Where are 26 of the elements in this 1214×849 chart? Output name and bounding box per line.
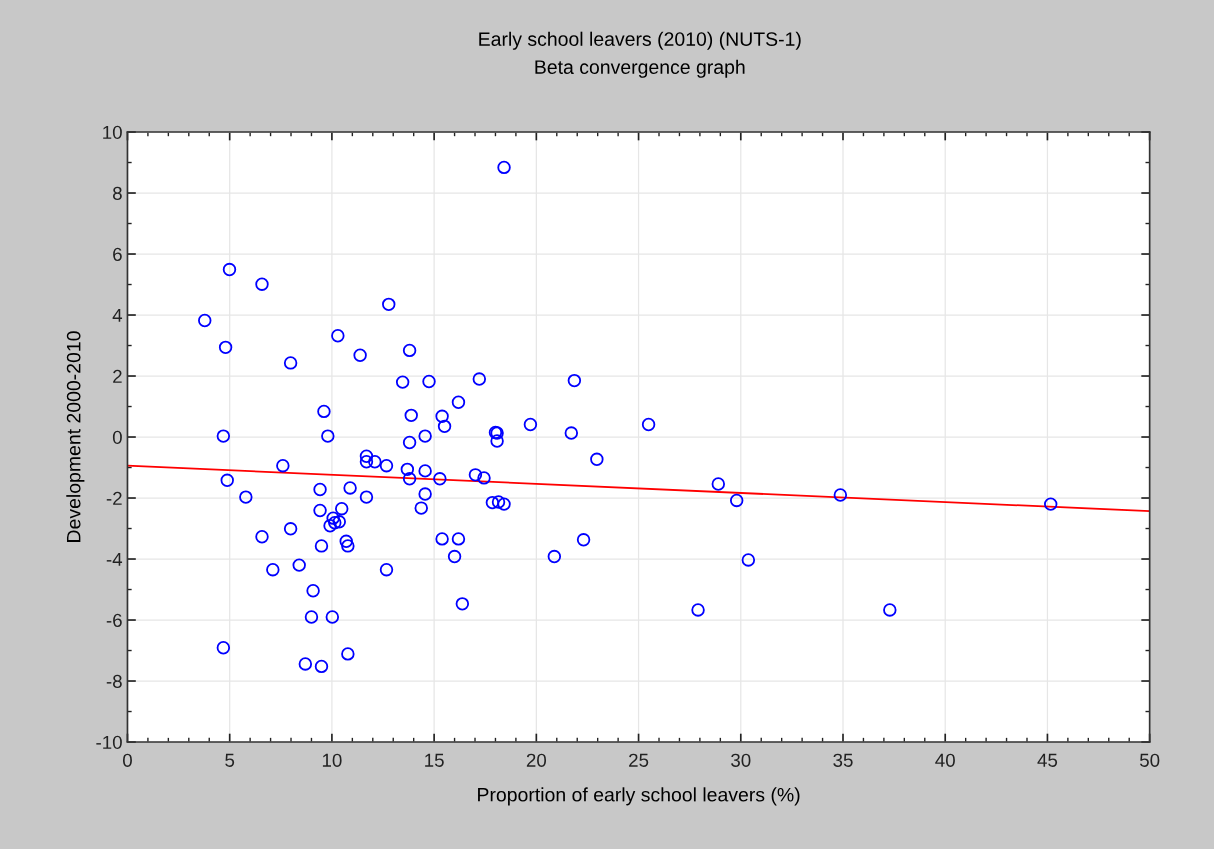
x-tick-label: 20 (526, 753, 547, 767)
y-tick-label: -8 (106, 674, 122, 688)
x-tick-label: 0 (122, 753, 132, 767)
x-tick-label: 50 (1139, 753, 1160, 767)
x-tick-label: 30 (731, 753, 751, 767)
y-tick-label: -4 (106, 552, 123, 566)
chart-subtitle: Beta convergence graph (535, 59, 745, 78)
x-tick-label: 35 (833, 753, 853, 767)
x-axis-title: Proportion of early school leavers (%) (478, 787, 800, 806)
y-tick-label: -10 (96, 735, 122, 749)
y-tick-label: 6 (113, 247, 122, 261)
chart-title: Early school leavers (2010) (NUTS-1) (479, 31, 801, 50)
x-tick-label: 25 (629, 753, 649, 767)
y-tick-label: 0 (112, 430, 122, 444)
y-tick-label: -2 (106, 491, 122, 505)
x-tick-label: 45 (1037, 753, 1058, 767)
y-tick-label: -6 (106, 613, 122, 627)
y-tick-label: 4 (112, 308, 123, 322)
y-tick-label: 10 (103, 125, 122, 139)
x-tick-label: 10 (322, 753, 342, 767)
x-tick-label: 15 (425, 753, 444, 767)
y-tick-label: 2 (113, 369, 122, 383)
x-tick-label: 40 (935, 753, 955, 767)
x-tick-label: 5 (225, 753, 235, 767)
y-tick-label: 8 (113, 186, 122, 200)
y-axis-title: Development 2000-2010 (66, 331, 85, 542)
